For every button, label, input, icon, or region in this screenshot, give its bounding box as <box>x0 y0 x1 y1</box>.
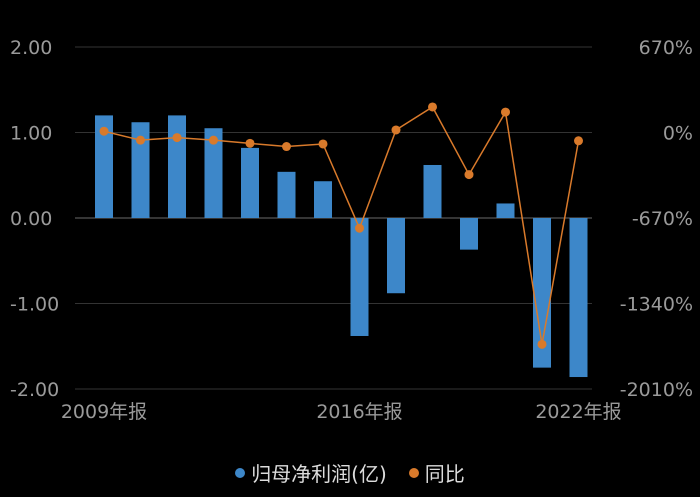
line-point[interactable] <box>355 223 364 233</box>
left-tick-label: -2.00 <box>10 379 59 401</box>
bar[interactable] <box>131 122 150 218</box>
legend-dot-profit <box>235 467 246 478</box>
right-axis: 670% 0% -670% -1340% -2010% <box>620 37 693 401</box>
bar[interactable] <box>496 203 515 218</box>
grid-lines <box>75 46 592 390</box>
bar[interactable] <box>277 171 296 218</box>
line-point[interactable] <box>99 126 109 136</box>
bar[interactable] <box>533 218 551 368</box>
line-point[interactable] <box>464 170 474 180</box>
left-tick-label: 0.00 <box>10 208 52 230</box>
right-tick-label: -1340% <box>620 294 693 316</box>
x-tick-label: 2016年报 <box>316 401 402 423</box>
bar[interactable] <box>314 181 332 218</box>
right-tick-label: -2010% <box>620 379 693 401</box>
legend-label-profit: 归母净利润(亿) <box>251 462 387 486</box>
x-axis: 2009年报 2016年报 2022年报 <box>61 401 622 423</box>
yoy-line <box>103 105 580 345</box>
line-point[interactable] <box>318 139 328 149</box>
right-tick-label: -670% <box>632 208 693 230</box>
bar[interactable] <box>241 147 259 218</box>
legend-label-yoy: 同比 <box>424 462 465 486</box>
bar[interactable] <box>423 164 442 218</box>
bar[interactable] <box>460 218 478 250</box>
right-tick-label: 670% <box>639 37 693 59</box>
bar[interactable] <box>168 115 186 218</box>
left-axis: 2.00 1.00 0.00 -1.00 -2.00 <box>10 37 59 401</box>
line-point[interactable] <box>428 102 437 112</box>
right-tick-label: 0% <box>663 123 693 145</box>
line-point[interactable] <box>172 133 182 143</box>
line-point[interactable] <box>537 339 547 349</box>
bar-series <box>95 115 588 378</box>
bar[interactable] <box>569 218 588 378</box>
legend-dot-yoy <box>408 467 419 478</box>
legend: 归母净利润(亿) 同比 <box>0 458 700 487</box>
legend-item-yoy[interactable]: 同比 <box>408 458 465 487</box>
bar[interactable] <box>95 115 113 218</box>
left-tick-label: -1.00 <box>10 294 59 316</box>
line-point[interactable] <box>209 135 218 145</box>
line-point[interactable] <box>501 107 510 117</box>
bar[interactable] <box>204 128 223 218</box>
x-tick-label: 2022年报 <box>535 401 621 423</box>
legend-item-profit[interactable]: 归母净利润(亿) <box>235 458 387 487</box>
line-point[interactable] <box>574 136 583 146</box>
line-point[interactable] <box>391 125 401 135</box>
line-series <box>99 102 583 349</box>
line-point[interactable] <box>282 142 291 152</box>
line-point[interactable] <box>245 138 255 148</box>
left-tick-label: 1.00 <box>10 123 52 145</box>
x-tick-label: 2009年报 <box>61 401 147 423</box>
bar[interactable] <box>350 218 369 336</box>
line-point[interactable] <box>136 135 145 145</box>
left-tick-label: 2.00 <box>10 37 52 59</box>
bar[interactable] <box>387 218 405 294</box>
